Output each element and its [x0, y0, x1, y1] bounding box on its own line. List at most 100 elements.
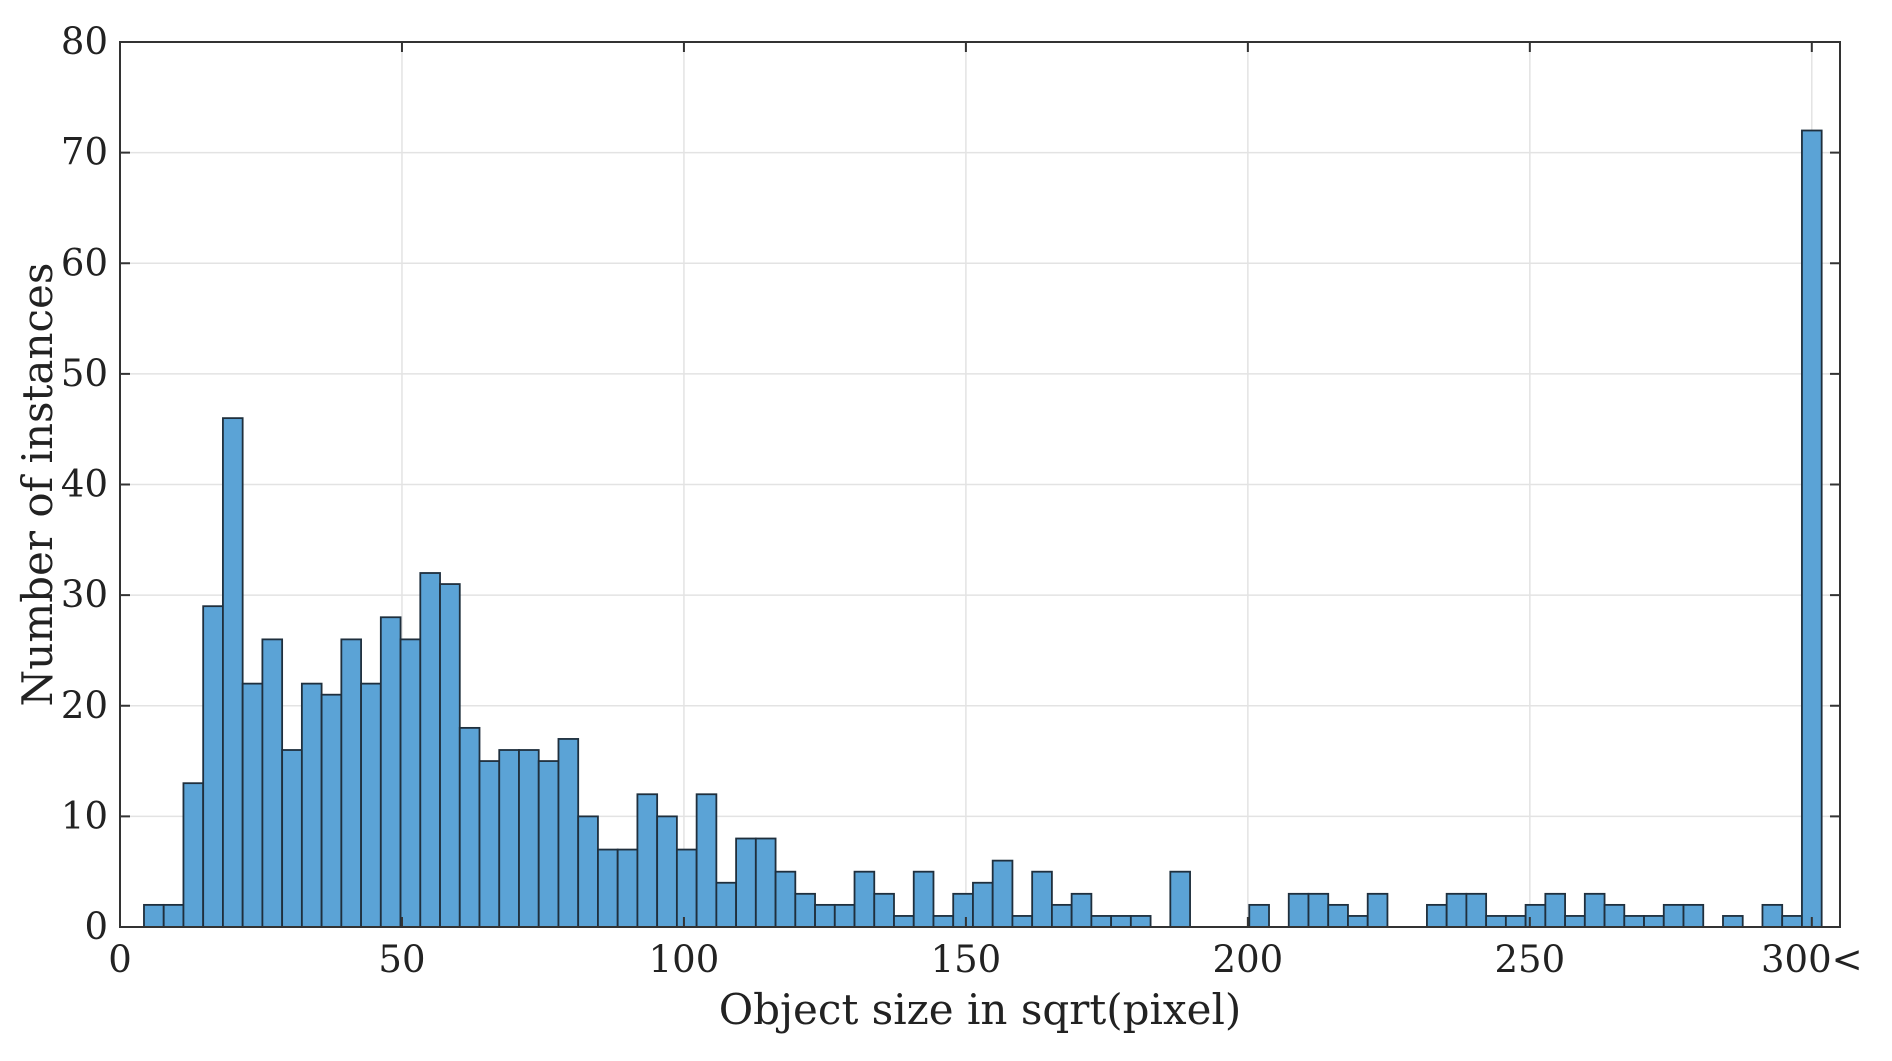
histogram-bar — [518, 749, 540, 928]
histogram-bar — [1603, 903, 1626, 928]
histogram-bar — [597, 848, 619, 928]
histogram-bar — [1781, 915, 1803, 928]
histogram-bar — [1623, 915, 1645, 928]
y-tick-label: 80 — [61, 20, 108, 63]
x-tick-labels: 0 50 100 150 200 250 300< — [108, 938, 1862, 981]
histogram-bar — [162, 903, 185, 928]
y-tick-label: 10 — [61, 794, 108, 837]
axis-ticks — [119, 41, 1840, 928]
histogram-bar — [1722, 915, 1744, 928]
histogram-bar — [1682, 903, 1705, 928]
histogram-bar — [182, 782, 205, 928]
y-tick-label: 70 — [61, 131, 108, 174]
histogram-bar — [932, 915, 955, 928]
histogram-bar — [1426, 903, 1448, 928]
histogram-bar — [735, 837, 757, 928]
histogram-bar — [695, 793, 718, 928]
histogram-bar — [1011, 915, 1034, 928]
histogram-bar — [656, 815, 678, 928]
x-tick-label: 250 — [1495, 938, 1566, 981]
histogram-bar — [202, 605, 224, 928]
histogram-bar — [1583, 892, 1606, 928]
histogram-bar — [1544, 892, 1566, 928]
histogram-bar — [399, 638, 422, 928]
y-tick-label: 50 — [61, 352, 108, 395]
histogram-bar — [794, 892, 816, 928]
histogram-bar — [774, 870, 797, 928]
histogram-bar — [893, 915, 915, 928]
histogram-bar — [458, 726, 481, 928]
y-axis-title: Number of instances — [13, 263, 62, 707]
histogram-bar — [1366, 892, 1389, 928]
y-tick-label: 20 — [61, 684, 108, 727]
histogram-bar — [1287, 892, 1310, 928]
histogram-bar — [300, 682, 323, 928]
x-tick-label: 300< — [1761, 938, 1863, 981]
histogram-bar — [537, 760, 560, 928]
histogram-bar — [1801, 129, 1823, 928]
histogram-bar — [1761, 903, 1784, 928]
histogram-bar — [1465, 892, 1488, 928]
histogram-bar — [814, 903, 836, 928]
histogram-bar — [715, 881, 737, 928]
histogram-bar — [478, 760, 501, 928]
histogram-bar — [1643, 915, 1665, 928]
histogram-bar — [498, 749, 520, 928]
x-axis-title: Object size in sqrt(pixel) — [719, 985, 1242, 1034]
histogram-bar — [557, 738, 580, 928]
histogram-bar — [1090, 915, 1113, 928]
histogram-bar — [1070, 892, 1093, 928]
histogram-bar — [991, 859, 1014, 928]
histogram-bar — [1485, 915, 1507, 928]
y-tick-label: 0 — [84, 905, 108, 948]
x-tick-label: 100 — [649, 938, 720, 981]
histogram-bar — [1327, 903, 1349, 928]
histogram-bar — [912, 870, 935, 928]
histogram-bar — [1504, 915, 1527, 928]
histogram-bar — [261, 638, 284, 928]
x-tick-label: 50 — [378, 938, 425, 981]
x-tick-label: 200 — [1213, 938, 1284, 981]
histogram-bar — [1307, 892, 1330, 928]
histogram-bar — [577, 815, 599, 928]
histogram-bar — [754, 837, 777, 928]
histogram-bar — [340, 638, 362, 928]
y-tick-label: 40 — [61, 463, 108, 506]
histogram-bar — [675, 848, 698, 928]
histogram-bar — [222, 417, 244, 928]
histogram-bar — [972, 881, 994, 928]
histogram-bar — [143, 903, 165, 928]
histogram-bar — [1031, 870, 1053, 928]
histogram-bar — [360, 682, 382, 928]
histogram-bar — [1564, 915, 1586, 928]
histogram-bar — [1129, 915, 1152, 928]
histogram-bar — [439, 583, 461, 928]
histogram-bar — [952, 892, 974, 928]
histogram-bar — [419, 572, 441, 928]
y-tick-labels: 0 10 20 30 40 50 60 70 80 — [61, 20, 108, 948]
histogram-bar — [320, 693, 343, 928]
x-tick-label: 150 — [931, 938, 1002, 981]
y-tick-label: 30 — [61, 573, 108, 616]
histogram-bar — [1347, 915, 1369, 928]
histogram-bar — [1051, 903, 1073, 928]
histogram-bar — [853, 870, 876, 928]
histogram-bar — [281, 749, 303, 928]
histogram-bar — [1662, 903, 1685, 928]
histogram-bar — [379, 616, 402, 928]
y-tick-label: 60 — [61, 241, 108, 284]
histogram-bar — [1248, 903, 1270, 928]
x-tick-label: 0 — [108, 938, 132, 981]
histogram-bar — [873, 892, 895, 928]
histogram-bar — [1524, 903, 1547, 928]
histogram-bar — [833, 903, 856, 928]
histogram-bar — [241, 682, 264, 928]
histogram-bar — [1445, 892, 1468, 928]
histogram-bar — [1169, 870, 1191, 928]
histogram-bars — [143, 129, 1823, 928]
histogram-bar — [1110, 915, 1132, 928]
histogram-bar — [616, 848, 639, 928]
histogram-bar — [636, 793, 659, 928]
